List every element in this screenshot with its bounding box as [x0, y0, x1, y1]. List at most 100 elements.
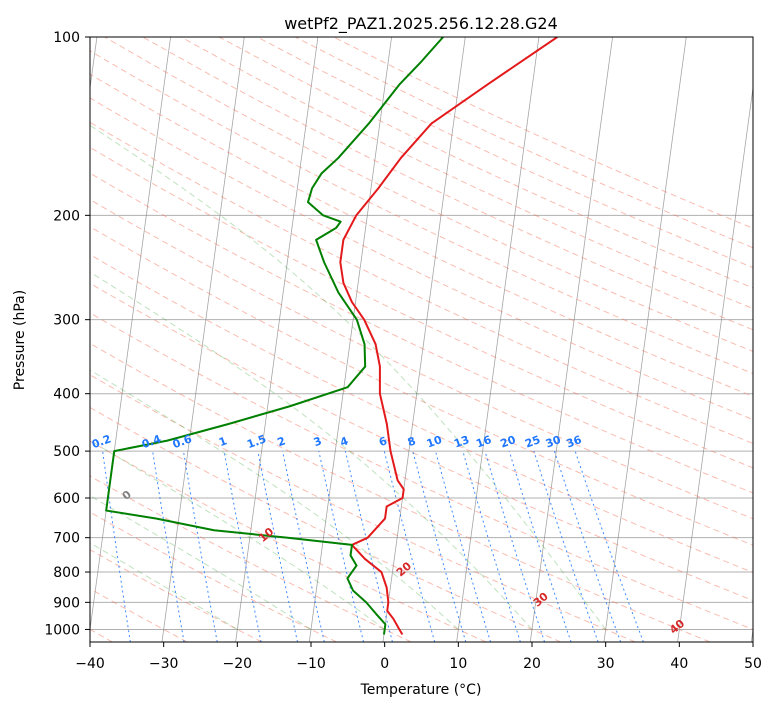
isotherm-line	[677, 84, 753, 642]
x-tick-label: −40	[75, 656, 105, 672]
moist-adiabat-line	[90, 369, 459, 630]
dry-adiabat-line	[90, 440, 487, 642]
dry-adiabat-label: 30	[531, 590, 551, 610]
y-tick-label: 300	[53, 313, 80, 329]
mixing-ratio-line	[182, 451, 218, 642]
x-tick-label: −20	[223, 656, 253, 672]
labels-layer: −40 −30 −20 −10 0 10 20 30 40 5010020030040050060…	[44, 30, 762, 672]
x-tick-label: 40	[670, 656, 688, 672]
dry-adiabat-line	[90, 549, 263, 642]
dry-adiabat-label: 0	[120, 488, 134, 503]
mixing-ratio-line	[102, 451, 131, 642]
y-tick-label: 400	[53, 387, 80, 403]
x-tick-label: −10	[296, 656, 326, 672]
isotherm-line	[90, 37, 171, 633]
moist-adiabat-line	[90, 124, 607, 630]
mixing-ratio-label: 0.6	[171, 432, 194, 451]
mixing-ratio-line	[282, 450, 325, 642]
chart-title: wetPf2_PAZ1.2025.256.12.28.G24	[284, 14, 558, 34]
moist-adiabat-line	[90, 439, 385, 630]
dry-adiabat-line	[333, 37, 753, 229]
mixing-ratio-label: 20	[499, 433, 518, 451]
mixing-ratio-label: 13	[452, 433, 471, 450]
isotherm-line	[235, 37, 319, 642]
mixing-ratio-label: 25	[523, 433, 542, 450]
y-axis-label: Pressure (hPa)	[12, 290, 28, 390]
dry-adiabat-label: 40	[667, 617, 687, 637]
mixing-ratio-label: 0.4	[140, 432, 163, 451]
mixing-ratio-label: 2	[276, 434, 288, 449]
y-tick-label: 700	[53, 531, 80, 547]
mixing-ratio-label: 8	[406, 434, 418, 449]
isotherm-line	[456, 37, 540, 642]
series-layer	[105, 37, 558, 636]
dry-adiabat-line	[90, 172, 753, 494]
mixing-ratio-label: 6	[377, 434, 389, 449]
mixing-ratio-label: 1	[217, 434, 229, 449]
isotherm-line	[529, 37, 613, 642]
x-tick-label: 20	[523, 656, 541, 672]
x-tick-label: 30	[597, 656, 615, 672]
mixing-ratio-line	[383, 450, 436, 642]
dry-adiabat-line	[295, 37, 753, 249]
mixing-ratio-line	[152, 451, 185, 642]
y-tick-label: 100	[53, 30, 80, 46]
mixing-ratio-line	[257, 451, 299, 642]
mixing-ratio-label: 30	[544, 433, 563, 451]
dry-adiabat-line	[90, 342, 711, 642]
y-tick-label: 1000	[44, 622, 80, 638]
mixing-ratio-line	[574, 450, 644, 642]
dry-adiabat-line	[218, 37, 753, 289]
dry-adiabat-line	[180, 37, 753, 310]
dry-adiabat-line	[90, 198, 753, 520]
mixing-ratio-line	[223, 451, 262, 642]
plot-frame	[89, 36, 754, 643]
mixing-ratio-label: 3	[312, 434, 324, 449]
dry-adiabat-line	[90, 312, 753, 630]
dry-adiabat-line	[90, 50, 753, 375]
mixing-ratio-label: 16	[474, 433, 493, 451]
dry-adiabat-line	[142, 37, 753, 331]
x-tick-label: 50	[744, 656, 762, 672]
x-axis-label: Temperature (°C)	[360, 682, 482, 698]
y-tick-label: 900	[53, 595, 80, 611]
mixing-ratio-line	[553, 450, 622, 642]
dry-adiabat-line	[90, 73, 753, 397]
mixing-ratio-label: 1.5	[245, 432, 268, 451]
dry-adiabat-line	[90, 97, 753, 421]
mixing-ratio-label: 4	[338, 434, 350, 449]
mixing-ratio-line	[484, 450, 546, 642]
x-tick-label: 0	[380, 656, 389, 672]
dry-adiabat-line	[90, 282, 753, 602]
x-tick-label: 10	[449, 656, 467, 672]
dry-adiabat-line	[90, 374, 636, 642]
mixing-ratio-line	[462, 450, 521, 642]
dry-adiabat-line	[90, 511, 337, 642]
grid-layer	[90, 37, 753, 642]
mixing-ratio-line	[318, 450, 365, 642]
isotherm-line	[603, 37, 687, 642]
y-tick-label: 500	[53, 444, 80, 460]
isotherm-line	[382, 37, 466, 642]
mixing-ratio-label: 10	[425, 433, 444, 451]
isotherm-line	[161, 37, 245, 642]
isotherm-line	[750, 626, 753, 642]
x-tick-label: −30	[149, 656, 179, 672]
mixing-ratio-line	[412, 450, 467, 642]
y-tick-label: 200	[53, 208, 80, 224]
mixing-ratio-line	[508, 450, 572, 642]
mixing-ratio-line	[533, 450, 599, 642]
mixing-ratio-label: 36	[565, 433, 584, 451]
moist-adiabat-line	[90, 542, 238, 630]
dry-adiabat-line	[90, 226, 753, 546]
y-tick-label: 800	[53, 565, 80, 581]
dry-adiabat-line	[90, 254, 753, 574]
y-tick-label: 600	[53, 491, 80, 507]
dry-adiabat-line	[90, 121, 753, 444]
dry-adiabat-line	[104, 37, 753, 353]
series-line-1	[105, 37, 444, 635]
dry-adiabat-line	[256, 37, 753, 269]
series-line-0	[339, 37, 558, 636]
